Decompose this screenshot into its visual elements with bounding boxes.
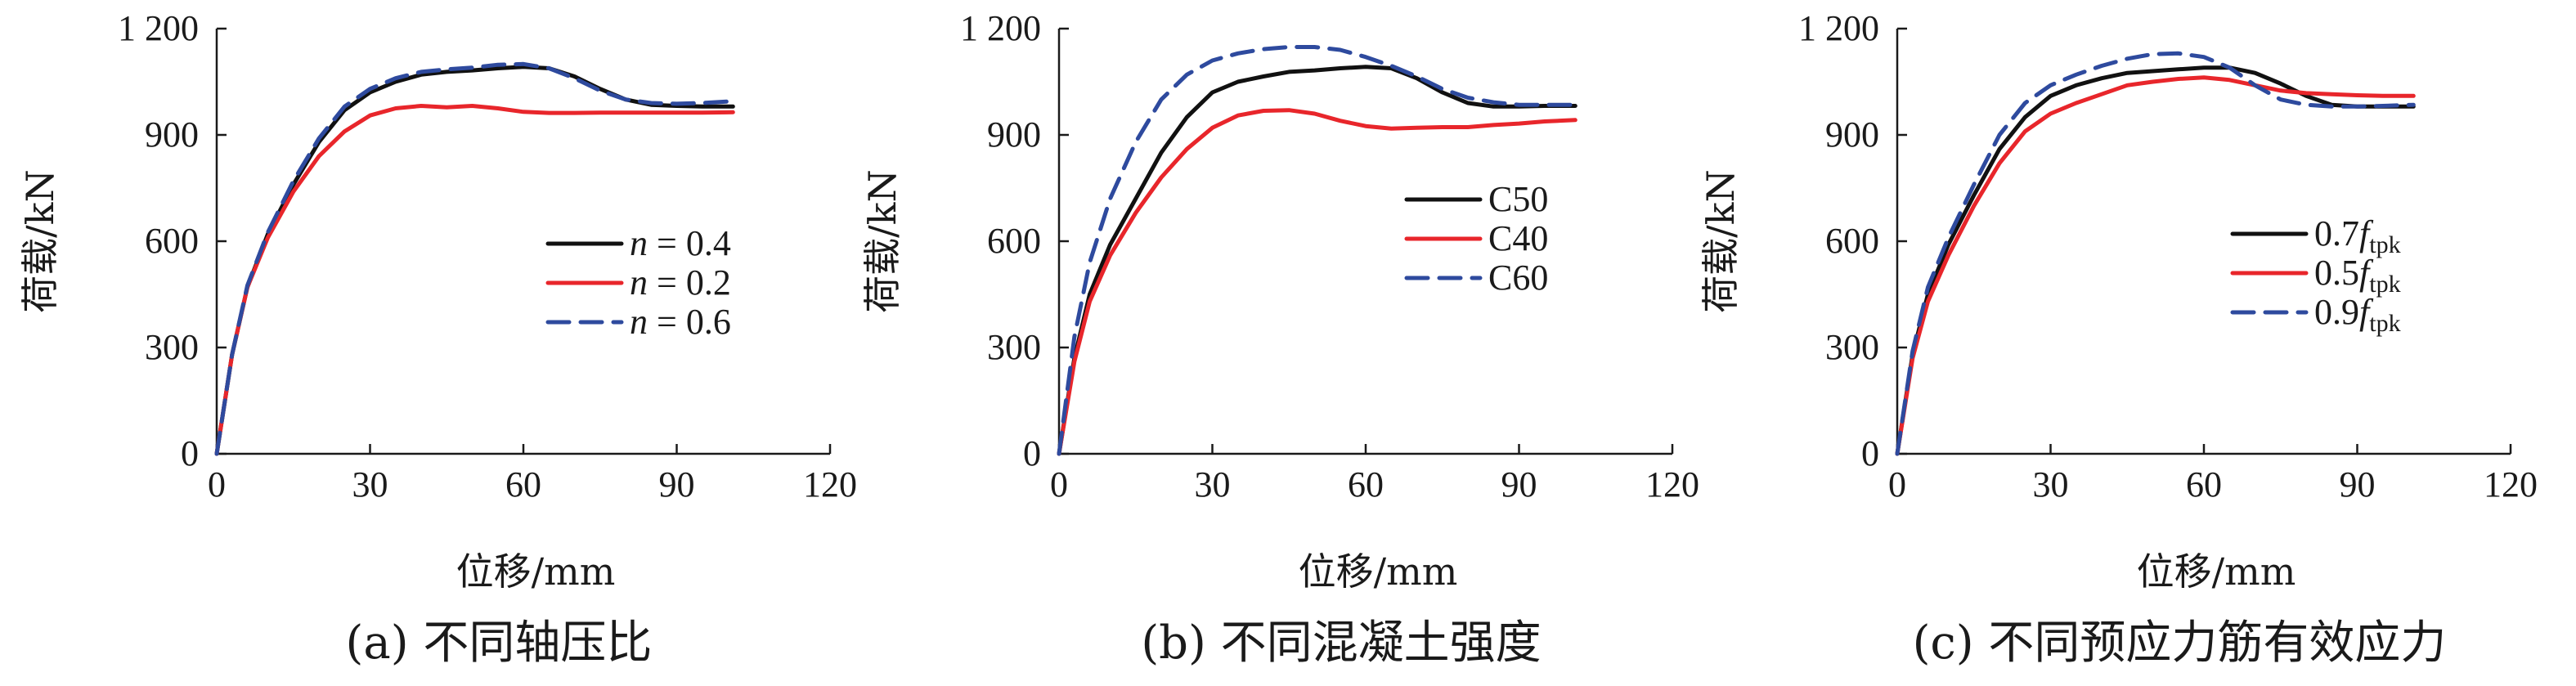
series-line-1 <box>1057 65 1577 456</box>
y-axis-label: 荷载/kN <box>18 169 62 313</box>
chart-panel-1: 0 300 600 900 1 200 0 30 60 90 120 位移/mm 荷载/kN (a) 不… <box>18 8 857 670</box>
x-tick-label: 90 <box>2340 464 2376 504</box>
x-tick-label: 0 <box>208 464 226 504</box>
y-tick-label: 1 200 <box>118 8 199 48</box>
legend-label: 0.9ftpk <box>2314 292 2401 337</box>
y-tick-label: 1 200 <box>960 8 1041 48</box>
x-tick-label: 90 <box>1501 464 1537 504</box>
legend-label: n = 0.6 <box>630 302 731 342</box>
x-tick-label: 30 <box>2033 464 2069 504</box>
y-tick-label: 900 <box>987 114 1041 155</box>
y-tick-label: 600 <box>145 221 199 261</box>
series-line-2 <box>1895 75 2416 456</box>
legend-label: n = 0.4 <box>630 223 731 263</box>
legend-label: C60 <box>1488 258 1548 298</box>
x-axis-label: 位移/mm <box>1299 549 1458 594</box>
x-tick-label: 120 <box>803 464 857 504</box>
y-tick-label: 1 200 <box>1798 8 1879 48</box>
y-tick-label: 600 <box>987 221 1041 261</box>
y-tick-label: 900 <box>145 114 199 155</box>
legend-label: 0.7ftpk <box>2314 213 2401 258</box>
chart-panel-2: 0 300 600 900 1 200 0 30 60 90 120 位移/mm 荷载/kN (b) 不… <box>860 8 1699 670</box>
y-tick-label: 0 <box>1861 433 1879 473</box>
chart-panel-3: 0 300 600 900 1 200 0 30 60 90 120 位移/mm 荷载/kN (c) 不… <box>1699 8 2538 670</box>
x-tick-label: 60 <box>505 464 541 504</box>
series-line-3 <box>1895 51 2416 456</box>
legend-label: n = 0.2 <box>630 262 731 303</box>
y-tick-label: 600 <box>1825 221 1879 261</box>
x-tick-label: 120 <box>1645 464 1699 504</box>
x-tick-label: 90 <box>659 464 695 504</box>
series-line-2 <box>1057 108 1577 456</box>
y-axis-label: 荷载/kN <box>1699 169 1743 313</box>
panel-caption: (a) 不同轴压比 <box>346 617 653 670</box>
y-tick-label: 0 <box>181 433 199 473</box>
series-line-3 <box>214 61 735 456</box>
legend: n = 0.4n = 0.2n = 0.6 <box>545 223 731 342</box>
y-tick-label: 900 <box>1825 114 1879 155</box>
panel-caption: (c) 不同预应力筋有效应力 <box>1913 617 2447 670</box>
x-axis-label: 位移/mm <box>456 549 616 594</box>
series-line-1 <box>1895 65 2416 456</box>
y-tick-label: 0 <box>1023 433 1041 473</box>
legend-label: C50 <box>1488 179 1548 219</box>
y-tick-label: 300 <box>987 327 1041 367</box>
legend-label: C40 <box>1488 218 1548 258</box>
y-tick-label: 300 <box>145 327 199 367</box>
legend-label: 0.5ftpk <box>2314 253 2401 298</box>
x-tick-label: 0 <box>1888 464 1906 504</box>
x-axis-label: 位移/mm <box>2137 549 2296 594</box>
series-line-3 <box>1057 45 1577 456</box>
series-line-2 <box>214 104 735 456</box>
x-tick-label: 30 <box>1195 464 1231 504</box>
x-tick-label: 120 <box>2484 464 2538 504</box>
panel-caption: (b) 不同混凝土强度 <box>1141 617 1541 670</box>
x-tick-label: 0 <box>1050 464 1068 504</box>
x-tick-label: 60 <box>1348 464 1384 504</box>
y-tick-label: 300 <box>1825 327 1879 367</box>
x-tick-label: 30 <box>352 464 388 504</box>
x-tick-label: 60 <box>2186 464 2222 504</box>
y-axis-label: 荷载/kN <box>860 169 904 313</box>
